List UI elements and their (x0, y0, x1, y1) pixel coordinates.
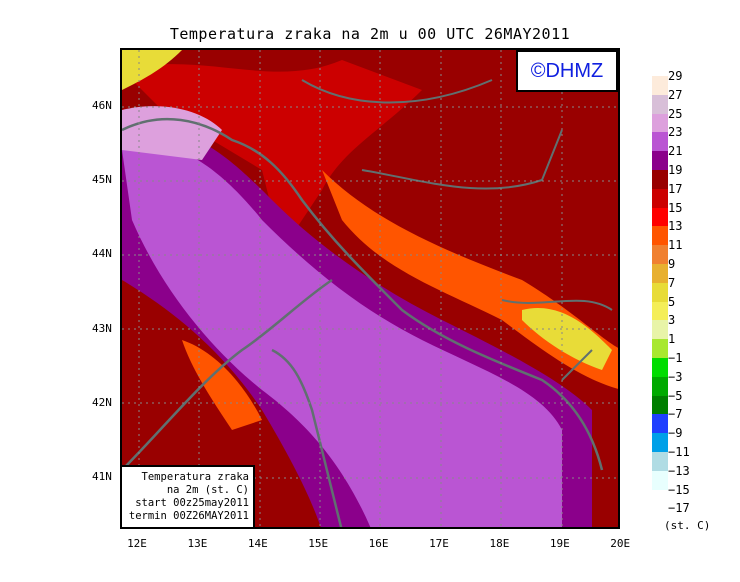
lat-label: 43N (92, 321, 112, 335)
colorbar-swatch (652, 376, 668, 396)
lat-label: 41N (92, 470, 112, 483)
colorbar-swatch (652, 151, 668, 171)
colorbar-label: −11 (668, 445, 690, 459)
legend-box: Temperatura zraka na 2m (st. C) start 00… (120, 465, 255, 529)
colorbar-swatch (652, 452, 668, 471)
region-red (122, 60, 422, 250)
colorbar-swatch (652, 301, 668, 321)
lon-label: 19E (549, 537, 570, 550)
lat-label: 46N (92, 99, 112, 112)
lat-label: 45N (92, 173, 112, 187)
colorbar-label: 15 (668, 200, 683, 215)
colorbar-label: 3 (668, 313, 676, 328)
lon-label: 15E (308, 537, 329, 550)
colorbar-label: 17 (668, 181, 683, 196)
colorbar-swatch (652, 358, 668, 377)
colorbar-swatch (652, 470, 668, 490)
region-violet-sea (122, 144, 562, 527)
colorbar-label: 21 (668, 144, 683, 159)
colorbar-swatch (652, 264, 668, 283)
colorbar-swatch (652, 320, 668, 340)
colorbar-swatch (652, 395, 668, 415)
lat-label: 44N (92, 247, 112, 261)
colorbar-swatch (652, 94, 668, 114)
legend-line: termin 00Z26MAY2011 (128, 510, 249, 522)
colorbar-label: 13 (668, 219, 683, 234)
dhmz-logo: ©DHMZ (516, 50, 618, 92)
colorbar-label: −17 (668, 501, 690, 516)
lon-label: 18E (489, 537, 510, 550)
colorbar-label: −13 (668, 463, 690, 478)
colorbar-swatch (652, 339, 668, 359)
colorbar-label: −3 (668, 369, 683, 384)
colorbar-swatch (652, 226, 668, 246)
region-yellow-inland (522, 308, 612, 370)
colorbar-label: 7 (668, 275, 676, 290)
lat-label: 42N (92, 395, 112, 409)
lon-label: 16E (368, 537, 389, 550)
grid-lines (122, 50, 618, 527)
lon-label: 20E (610, 537, 631, 550)
colorbar-label: −15 (668, 482, 690, 497)
colorbar-label: 19 (668, 163, 683, 177)
legend-line: na 2m (st. C) (166, 484, 249, 496)
colorbar-label: −7 (668, 407, 683, 422)
map-title: Temperatura zraka na 2m u 00 UTC 26MAY20… (169, 25, 571, 43)
colorbar-label: 25 (668, 106, 683, 121)
colorbar-label: 11 (668, 238, 683, 253)
colorbar-swatch (652, 113, 668, 133)
region-pink-sea (122, 106, 222, 160)
colorbar-label: 1 (668, 332, 676, 347)
lon-label: 17E (429, 537, 449, 550)
country-borders (301, 79, 613, 381)
temperature-map (120, 48, 620, 529)
colorbar-label: −1 (668, 351, 683, 365)
colorbar-swatch (652, 76, 668, 95)
temperature-field (122, 50, 618, 527)
colorbar-swatch (652, 132, 668, 152)
colorbar-label: 27 (668, 87, 683, 102)
legend-line: Temperatura zraka (141, 471, 249, 483)
colorbar-label: 9 (668, 257, 676, 271)
colorbar-swatch (652, 188, 668, 208)
colorbar-label: 5 (668, 294, 676, 309)
legend-line: start 00z25may2011 (135, 497, 249, 509)
colorbar-unit: (st. C) (664, 519, 711, 532)
colorbar-label: −5 (668, 388, 683, 403)
region-nw-yellow (122, 50, 182, 90)
colorbar-swatch (652, 170, 668, 189)
lon-label: 12E (127, 537, 147, 550)
region-italy-orange (182, 340, 262, 430)
coastline (122, 117, 604, 527)
colorbar-swatch (652, 207, 668, 227)
colorbar-label: −9 (668, 426, 683, 441)
colorbar-swatch (652, 414, 668, 434)
colorbar-label: 29 (668, 69, 683, 83)
colorbar-swatch (652, 433, 668, 453)
lon-label: 14E (247, 537, 268, 550)
lon-label: 13E (187, 537, 208, 550)
colorbar-swatch (652, 245, 668, 265)
colorbar-label: 23 (668, 125, 683, 140)
colorbar-swatch (652, 282, 668, 302)
